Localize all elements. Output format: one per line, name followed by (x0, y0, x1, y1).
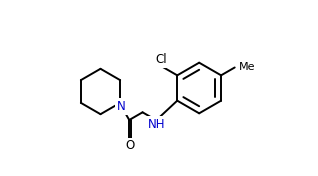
Text: O: O (125, 139, 135, 152)
Text: NH: NH (148, 118, 165, 131)
Text: Cl: Cl (156, 53, 167, 66)
Text: N: N (117, 100, 126, 113)
Text: N: N (117, 100, 126, 113)
Text: Me: Me (238, 62, 255, 72)
